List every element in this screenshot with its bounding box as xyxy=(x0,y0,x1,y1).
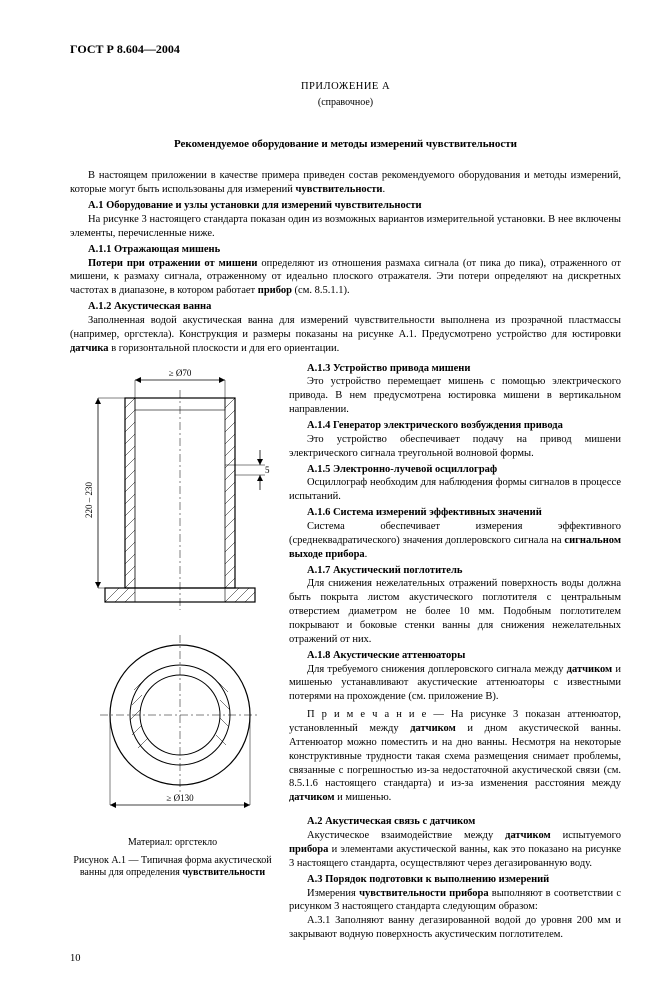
a18-text-a: Для требуемого снижения доплеровского си… xyxy=(307,664,567,675)
a31-paragraph: А.3.1 Заполняют ванну дегазированной вод… xyxy=(289,914,621,942)
figure-material: Материал: оргстекло xyxy=(70,836,275,849)
heading-a18: А.1.8 Акустические аттенюаторы xyxy=(289,649,621,663)
a11-bold-1: Потери при отражении от мишени xyxy=(88,258,257,269)
two-column-layout: ≥ Ø70 xyxy=(70,360,621,942)
a1-paragraph: На рисунке 3 настоящего стандарта показа… xyxy=(70,213,621,241)
text-column: А.1.3 Устройство привода мишени Это устр… xyxy=(289,360,621,942)
a3-b: чувствительности прибора xyxy=(359,888,489,899)
heading-a14: А.1.4 Генератор электрического возбужден… xyxy=(289,419,621,433)
a16-text-c: . xyxy=(365,549,368,560)
note-b: датчиком xyxy=(410,723,456,734)
a2-paragraph: Акустическое взаимодействие между датчик… xyxy=(289,829,621,871)
a16-paragraph: Система обеспечивает измерения эффективн… xyxy=(289,520,621,562)
a12-text-a: Заполненная водой акустическая ванна для… xyxy=(70,315,621,340)
a2-c: испытуемого xyxy=(551,830,621,841)
page-number: 10 xyxy=(70,952,621,966)
figure-a1: ≥ Ø70 xyxy=(70,360,275,880)
document-code: ГОСТ Р 8.604—2004 xyxy=(70,42,621,58)
document-page: ГОСТ Р 8.604—2004 ПРИЛОЖЕНИЕ А (справочн… xyxy=(0,0,661,996)
a2-a: Акустическое взаимодействие между xyxy=(307,830,505,841)
dim-bottom-text: ≥ Ø130 xyxy=(166,793,194,803)
heading-a17: А.1.7 Акустический поглотитель xyxy=(289,564,621,578)
a2-d: прибора xyxy=(289,844,328,855)
a17-paragraph: Для снижения нежелательных отражений пов… xyxy=(289,577,621,646)
heading-a11: А.1.1 Отражающая мишень xyxy=(70,243,621,257)
appendix-title: ПРИЛОЖЕНИЕ А xyxy=(70,80,621,94)
a11-bold-2: прибор xyxy=(258,285,292,296)
a18-bold: датчиком xyxy=(567,664,613,675)
figure-svg: ≥ Ø70 xyxy=(70,360,275,830)
heading-a16: А.1.6 Система измерений эффективных знач… xyxy=(289,506,621,520)
a2-e: и элементами акустической ванны, как это… xyxy=(289,844,621,869)
appendix-subtitle: (справочное) xyxy=(70,96,621,109)
a3-a: Измерения xyxy=(307,888,359,899)
dim-left-text: 220 – 230 xyxy=(84,481,94,518)
heading-a1: А.1 Оборудование и узлы установки для из… xyxy=(70,199,621,213)
a3-paragraph: Измерения чувствительности прибора выпол… xyxy=(289,887,621,915)
main-heading: Рекомендуемое оборудование и методы изме… xyxy=(70,137,621,152)
figure-column: ≥ Ø70 xyxy=(70,360,275,942)
heading-a12: А.1.2 Акустическая ванна xyxy=(70,300,621,314)
heading-a13: А.1.3 Устройство привода мишени xyxy=(289,362,621,376)
intro-paragraph: В настоящем приложении в качестве пример… xyxy=(70,169,621,197)
figure-caption: Рисунок А.1 — Типичная форма акус­тическ… xyxy=(70,855,275,880)
dim-top-text: ≥ Ø70 xyxy=(169,368,192,378)
a15-paragraph: Осциллограф необходим для наблюдения фор… xyxy=(289,476,621,504)
heading-a2: А.2 Акустическая связь с датчиком xyxy=(289,815,621,829)
heading-a3: А.3 Порядок подготовки к выполнению изме… xyxy=(289,873,621,887)
note-d: датчиком xyxy=(289,792,335,803)
a18-paragraph: Для требуемого снижения доплеровского си… xyxy=(289,663,621,705)
a12-paragraph: Заполненная водой акустическая ванна для… xyxy=(70,314,621,356)
intro-bold: чувствительности xyxy=(296,184,383,195)
heading-a15: А.1.5 Электронно-лучевой осциллограф xyxy=(289,463,621,477)
a11-end: (см. 8.5.1.1). xyxy=(292,285,350,296)
note-paragraph: П р и м е ч а н и е — На рисунке 3 показ… xyxy=(289,708,621,805)
a11-paragraph: Потери при отражении от мишени определяю… xyxy=(70,257,621,299)
dim-right-text: 5 xyxy=(265,465,270,475)
a13-paragraph: Это устройство перемещает мишень с помощ… xyxy=(289,375,621,417)
a12-bold: датчика xyxy=(70,343,109,354)
a14-paragraph: Это устройство обеспечивает подачу на пр… xyxy=(289,433,621,461)
intro-end: . xyxy=(383,184,386,195)
note-e: и мишенью. xyxy=(335,792,392,803)
a2-b: датчиком xyxy=(505,830,551,841)
a12-text-c: в горизонтальной плоскости и для его ори… xyxy=(109,343,340,354)
